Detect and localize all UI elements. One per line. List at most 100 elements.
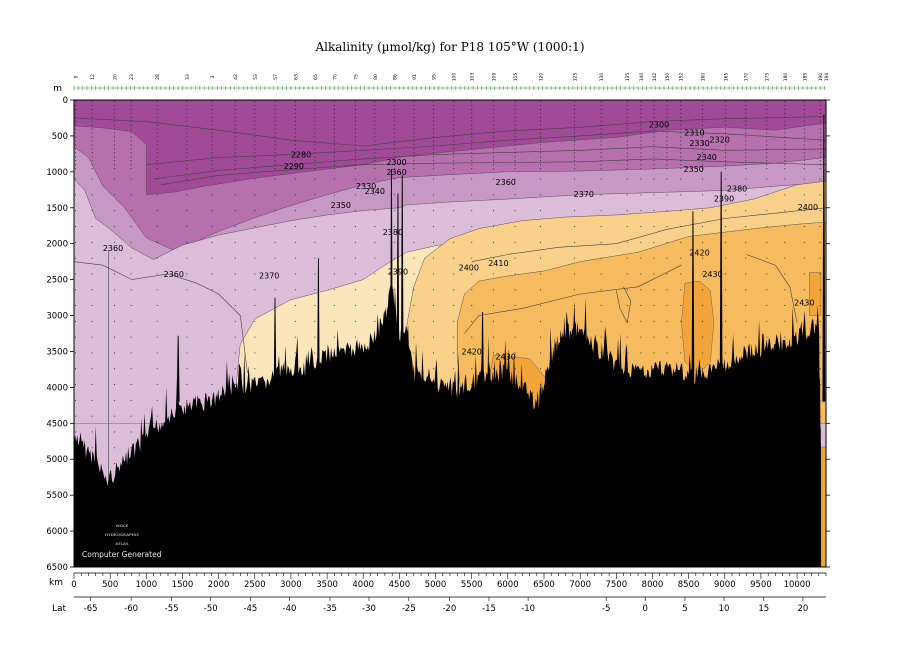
sample-dot xyxy=(294,178,296,180)
sample-dot xyxy=(114,210,115,212)
sample-dot xyxy=(91,116,93,118)
sample-dot xyxy=(784,144,786,146)
sample-dot xyxy=(653,148,655,150)
sample-dot xyxy=(186,305,188,306)
sample-dot xyxy=(354,152,356,154)
sample-dot xyxy=(702,164,703,166)
sample-dot xyxy=(803,305,805,306)
sample-dot xyxy=(653,226,655,227)
sample-dot xyxy=(640,168,642,170)
contour-label-2370: 2370 xyxy=(574,190,594,199)
sample-dot xyxy=(680,128,682,130)
sample-dot xyxy=(666,140,668,142)
sample-dot xyxy=(471,273,473,275)
sample-dot xyxy=(680,140,682,142)
station-label: 3 xyxy=(210,75,216,78)
sample-dot xyxy=(745,132,747,134)
sample-dot xyxy=(91,128,93,130)
sample-dot xyxy=(75,305,76,306)
sample-dot xyxy=(784,160,786,162)
latitude-axis-label: Lat xyxy=(52,604,67,614)
sample-dot xyxy=(626,105,628,106)
sample-dot xyxy=(333,116,335,118)
sample-dot xyxy=(354,128,356,130)
sample-dot xyxy=(333,273,335,275)
sample-dot xyxy=(254,226,256,227)
sample-dot xyxy=(130,194,132,196)
sample-dot xyxy=(540,132,541,134)
sample-dot xyxy=(680,289,682,291)
sample-dot xyxy=(640,194,642,196)
sample-dot xyxy=(680,116,682,118)
sample-dot xyxy=(653,136,655,138)
sample-dot xyxy=(514,336,516,338)
sample-dot xyxy=(274,226,276,227)
sample-dot xyxy=(819,320,821,322)
latitude-tick-label: -25 xyxy=(402,604,416,614)
sample-dot xyxy=(745,273,747,275)
sample-dot xyxy=(640,164,642,166)
sample-dot xyxy=(130,144,132,146)
sample-dot xyxy=(433,120,434,122)
latitude-tick-label: -50 xyxy=(204,604,218,614)
sample-dot xyxy=(640,226,642,227)
sample-dot xyxy=(156,108,158,110)
sample-dot xyxy=(626,124,628,126)
depth-tick-label: 5500 xyxy=(46,491,68,501)
sample-dot xyxy=(374,108,376,110)
sample-dot xyxy=(574,160,575,162)
sample-dot xyxy=(254,116,256,118)
sample-dot xyxy=(75,431,76,433)
sample-dot xyxy=(680,144,682,146)
contour-label-2390: 2390 xyxy=(388,268,408,277)
sample-dot xyxy=(803,148,805,150)
sample-dot xyxy=(574,210,575,212)
sample-dot xyxy=(91,132,93,134)
sample-dot xyxy=(114,273,115,275)
sample-dot xyxy=(234,156,236,158)
sample-dot xyxy=(725,152,726,154)
sample-dot xyxy=(114,105,115,106)
sample-dot xyxy=(211,399,213,401)
sample-dot xyxy=(574,257,575,259)
sample-dot xyxy=(91,226,93,227)
sample-dot xyxy=(75,352,76,354)
sample-dot xyxy=(640,305,642,306)
sample-dot xyxy=(766,128,768,130)
sample-dot xyxy=(493,124,494,126)
sample-dot xyxy=(91,136,93,138)
station-label: 180 xyxy=(783,73,789,82)
sample-dot xyxy=(803,164,805,166)
contour-labels: 2290228023002360233023402350236023702300… xyxy=(103,120,818,361)
sample-dot xyxy=(114,108,115,110)
sample-dot xyxy=(666,152,668,154)
sample-dot xyxy=(333,178,335,180)
sample-dot xyxy=(254,120,256,122)
sample-dot xyxy=(374,152,376,154)
sample-dot xyxy=(784,194,786,196)
sample-dot xyxy=(493,352,494,354)
sample-dot xyxy=(680,210,682,212)
sample-dot xyxy=(91,399,93,401)
sample-dot xyxy=(819,132,821,134)
sample-dot xyxy=(640,136,642,138)
sample-dot xyxy=(540,116,541,118)
sample-dot xyxy=(666,101,668,102)
sample-dot xyxy=(75,101,76,102)
sample-dot xyxy=(471,128,473,130)
sample-dot xyxy=(333,124,335,126)
sample-dot xyxy=(413,140,415,142)
contour-label-2390: 2390 xyxy=(714,194,734,203)
station-label: 65 xyxy=(313,74,319,80)
sample-dot xyxy=(540,160,541,162)
sample-dot xyxy=(766,305,768,306)
station-label: 190 xyxy=(818,73,824,82)
sample-dot xyxy=(640,289,642,291)
sample-dot xyxy=(294,273,296,275)
sample-dot xyxy=(433,257,434,259)
sample-dot xyxy=(75,368,76,370)
sample-dot xyxy=(294,226,296,227)
sample-dot xyxy=(540,178,541,180)
sample-dot xyxy=(234,289,236,291)
sample-dot xyxy=(211,140,213,142)
